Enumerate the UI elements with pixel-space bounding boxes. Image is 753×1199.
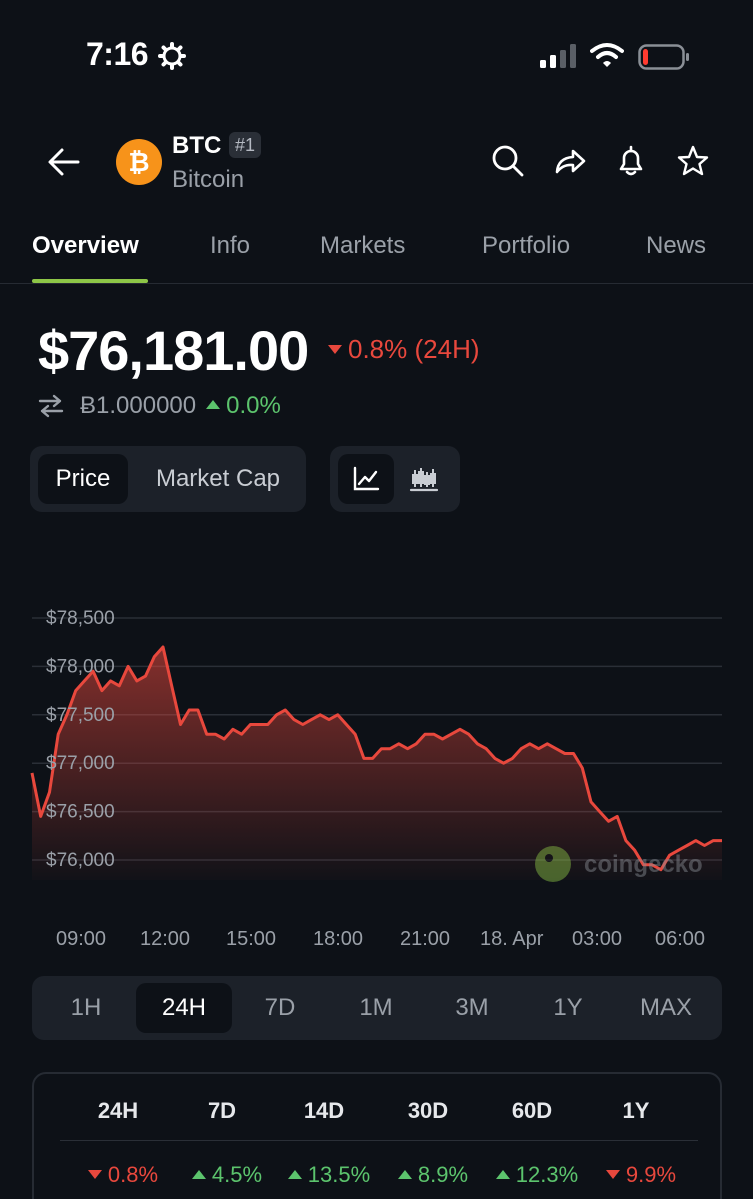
price-area-fill [32, 647, 722, 880]
up-triangle-icon [206, 400, 221, 410]
status-bar: 7:16 [0, 0, 753, 112]
btc-change: 0.0% [206, 392, 281, 420]
up-triangle-icon [287, 1169, 302, 1179]
range-7d-button[interactable]: 7D [264, 994, 296, 1021]
back-arrow-icon[interactable] [46, 144, 82, 180]
range-1h-button[interactable]: 1H [70, 994, 102, 1021]
coin-name: Bitcoin [172, 166, 245, 193]
x-tick-label: 18. Apr [480, 928, 544, 950]
wifi-icon [590, 43, 624, 67]
star-icon[interactable] [676, 144, 710, 178]
tab-overview[interactable]: Overview [32, 232, 139, 259]
y-tick-label: $76,500 [46, 802, 115, 823]
active-tab-indicator [32, 279, 148, 283]
y-tick-label: $78,500 [46, 608, 115, 629]
tab-info[interactable]: Info [210, 232, 251, 259]
tab-news[interactable]: News [646, 232, 707, 259]
candlestick-icon [409, 468, 439, 492]
perf-header: 7D [207, 1098, 237, 1123]
y-tick-label: $77,000 [46, 753, 115, 774]
range-1m-button[interactable]: 1M [359, 994, 393, 1021]
x-tick-label: 03:00 [572, 928, 623, 950]
y-tick-label: $78,000 [46, 656, 115, 677]
down-triangle-icon [328, 344, 342, 354]
gear-icon [158, 42, 186, 70]
chart-metric-toggle: Price Market Cap [30, 446, 306, 512]
x-tick-label: 15:00 [226, 928, 277, 950]
performance-table: 24H 7D 14D 30D 60D 1Y 0.8% 4.5% 13.5% 8.… [32, 1072, 722, 1199]
up-triangle-icon [495, 1169, 510, 1179]
line-chart-button[interactable] [338, 454, 394, 504]
tab-portfolio[interactable]: Portfolio [482, 232, 571, 259]
perf-value: 12.3% [482, 1162, 592, 1188]
time-range-selector: 1H 24H 7D 1M 3M 1Y MAX [32, 976, 722, 1040]
x-tick-label: 21:00 [400, 928, 451, 950]
perf-header: 60D [511, 1098, 553, 1123]
chart-type-toggle [330, 446, 460, 512]
x-tick-label: 18:00 [313, 928, 364, 950]
perf-value: 9.9% [586, 1162, 696, 1188]
swap-arrows-icon [38, 394, 64, 418]
divider [60, 1140, 698, 1141]
bell-icon[interactable] [614, 144, 648, 178]
market-cap-toggle-button[interactable]: Market Cap [155, 465, 281, 492]
coin-symbol: BTC [172, 132, 222, 159]
perf-value: 13.5% [274, 1162, 384, 1188]
price-toggle-button[interactable]: Price [38, 454, 128, 504]
tab-bar: Overview Info Markets Portfolio News [0, 224, 753, 284]
perf-header: 30D [407, 1098, 449, 1123]
perf-value: 4.5% [172, 1162, 282, 1188]
btc-value: Ƀ1.000000 [80, 392, 197, 419]
range-max-button[interactable]: MAX [639, 994, 692, 1021]
x-tick-label: 12:00 [140, 928, 191, 950]
bitcoin-logo-icon: ₿ [116, 139, 162, 185]
down-triangle-icon [605, 1169, 620, 1179]
perf-header: 1Y [622, 1098, 650, 1123]
line-chart-icon [353, 466, 380, 491]
range-24h-button[interactable]: 24H [136, 983, 232, 1033]
perf-value: 0.8% [68, 1162, 178, 1188]
rank-badge: #1 [229, 132, 262, 158]
search-icon[interactable] [491, 144, 525, 178]
battery-low-icon [638, 44, 689, 70]
cellular-signal-icon [540, 44, 576, 68]
share-icon[interactable] [553, 144, 587, 178]
current-price: $76,181.00 [38, 319, 309, 382]
y-tick-label: $76,000 [46, 850, 115, 871]
price-change-24h: 0.8% (24H) [328, 334, 480, 365]
perf-header: 14D [303, 1098, 345, 1123]
up-triangle-icon [191, 1169, 206, 1179]
perf-value: 8.9% [378, 1162, 488, 1188]
tab-markets[interactable]: Markets [320, 232, 406, 259]
perf-header: 24H [97, 1098, 139, 1123]
status-time: 7:16 [86, 36, 149, 72]
watermark-text: coingecko [584, 851, 703, 878]
range-3m-button[interactable]: 3M [455, 994, 489, 1021]
price-chart[interactable]: $78,500 $78,000 $77,500 $77,000 $76,500 $76,0… [0, 590, 753, 890]
y-tick-label: $77,500 [46, 705, 115, 726]
x-tick-label: 09:00 [56, 928, 107, 950]
up-triangle-icon [397, 1169, 412, 1179]
range-1y-button[interactable]: 1Y [553, 994, 583, 1021]
candlestick-chart-button[interactable] [396, 454, 452, 504]
coingecko-watermark: coingecko [535, 846, 703, 882]
down-triangle-icon [87, 1169, 102, 1179]
btc-conversion: Ƀ1.000000 0.0% [38, 392, 281, 420]
price-line [30, 645, 722, 872]
coin-header: ₿ BTC #1 Bitcoin [0, 128, 753, 198]
x-tick-label: 06:00 [655, 928, 706, 950]
